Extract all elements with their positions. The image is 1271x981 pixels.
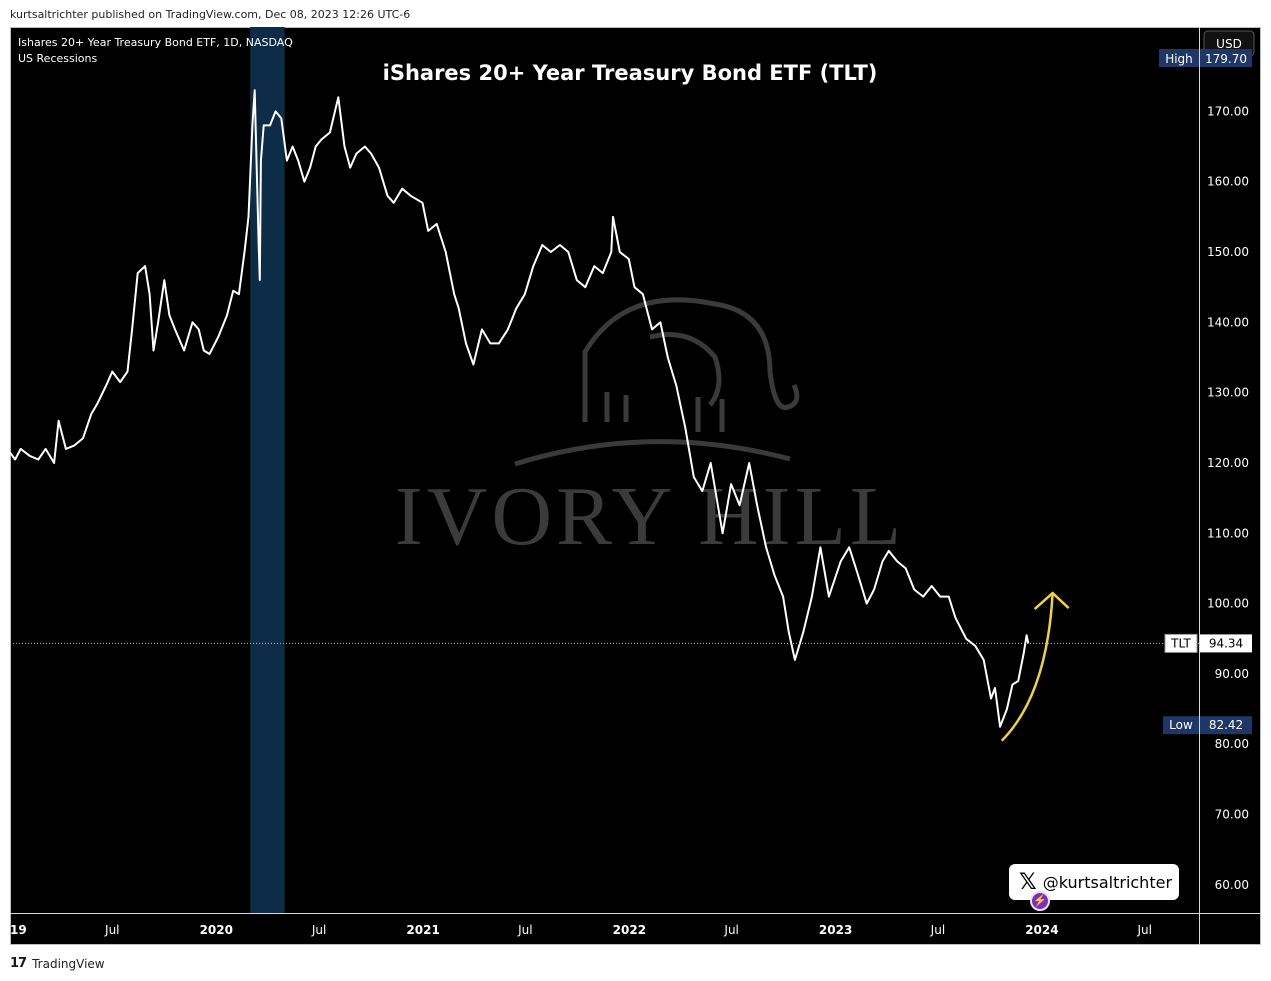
y-tick-label: 140.00 — [1207, 315, 1249, 329]
y-tick-label: 130.00 — [1207, 386, 1249, 400]
y-tick-label: 110.00 — [1207, 526, 1249, 540]
low-label: Low — [1169, 718, 1193, 732]
high-badge: High 179.70 — [1159, 49, 1252, 67]
low-value: 82.42 — [1209, 718, 1243, 732]
low-badge: Low 82.42 — [1163, 716, 1252, 735]
y-tick-label: 160.00 — [1207, 175, 1249, 189]
x-tick-label: 2019 — [10, 923, 27, 937]
y-tick-label: 90.00 — [1215, 667, 1249, 681]
legend-indicator[interactable]: US Recessions — [18, 52, 97, 65]
last-price-label: TLT — [1170, 636, 1191, 650]
x-tick-label: Jul — [1137, 923, 1152, 937]
y-tick-label: 120.00 — [1207, 456, 1249, 470]
x-tick-label: Jul — [930, 923, 945, 937]
x-tick-label: Jul — [104, 923, 119, 937]
high-value: 179.70 — [1205, 52, 1247, 66]
x-logo-icon: 𝕏 — [1019, 869, 1037, 895]
watermark-text: IVORY HILL — [395, 470, 906, 563]
x-tick-label: Jul — [723, 923, 738, 937]
publish-line: kurtsaltrichter published on TradingView… — [10, 8, 411, 21]
elephant-logo-icon — [514, 297, 800, 467]
y-tick-label: 170.00 — [1207, 104, 1249, 118]
y-tick-label: 60.00 — [1215, 878, 1249, 892]
high-label: High — [1165, 52, 1193, 66]
lightning-bolt-icon[interactable]: ⚡ — [1030, 891, 1050, 911]
price-chart[interactable]: IVORY HILL 60.00 70.00 80.00 90.00 100.00 110… — [10, 27, 1261, 945]
yellow-arrow-head — [1033, 591, 1070, 610]
tradingview-logo-icon: 17 — [10, 956, 27, 971]
x-tick-label: 2024 — [1025, 923, 1058, 937]
x-tick-label: Jul — [311, 923, 326, 937]
yellow-arrow-shaft — [1000, 592, 1054, 742]
recession-band — [250, 27, 285, 913]
last-price-value: 94.34 — [1209, 636, 1243, 650]
currency-label: USD — [1216, 37, 1242, 51]
y-tick-label: 100.00 — [1207, 597, 1249, 611]
x-tick-label: Jul — [517, 923, 532, 937]
tlt-price-line[interactable] — [10, 89, 1030, 728]
x-tick-label: 2020 — [200, 923, 233, 937]
last-price-badge: TLT 94.34 — [1164, 633, 1252, 653]
x-tick-label: 2021 — [406, 923, 439, 937]
legend-symbol[interactable]: Ishares 20+ Year Treasury Bond ETF, 1D, … — [18, 36, 293, 49]
footer[interactable]: 17 TradingView — [10, 956, 105, 971]
y-tick-label: 70.00 — [1215, 808, 1249, 822]
x-tick-label: 2022 — [613, 923, 646, 937]
twitter-handle: @kurtsaltrichter — [1042, 872, 1173, 892]
chart-frame — [10, 27, 1261, 945]
x-tick-label: 2023 — [819, 923, 852, 937]
y-tick-label: 80.00 — [1215, 737, 1249, 751]
chart-title: iShares 20+ Year Treasury Bond ETF (TLT) — [383, 61, 878, 85]
footer-brand: TradingView — [32, 956, 105, 971]
y-tick-label: 150.00 — [1207, 245, 1249, 259]
